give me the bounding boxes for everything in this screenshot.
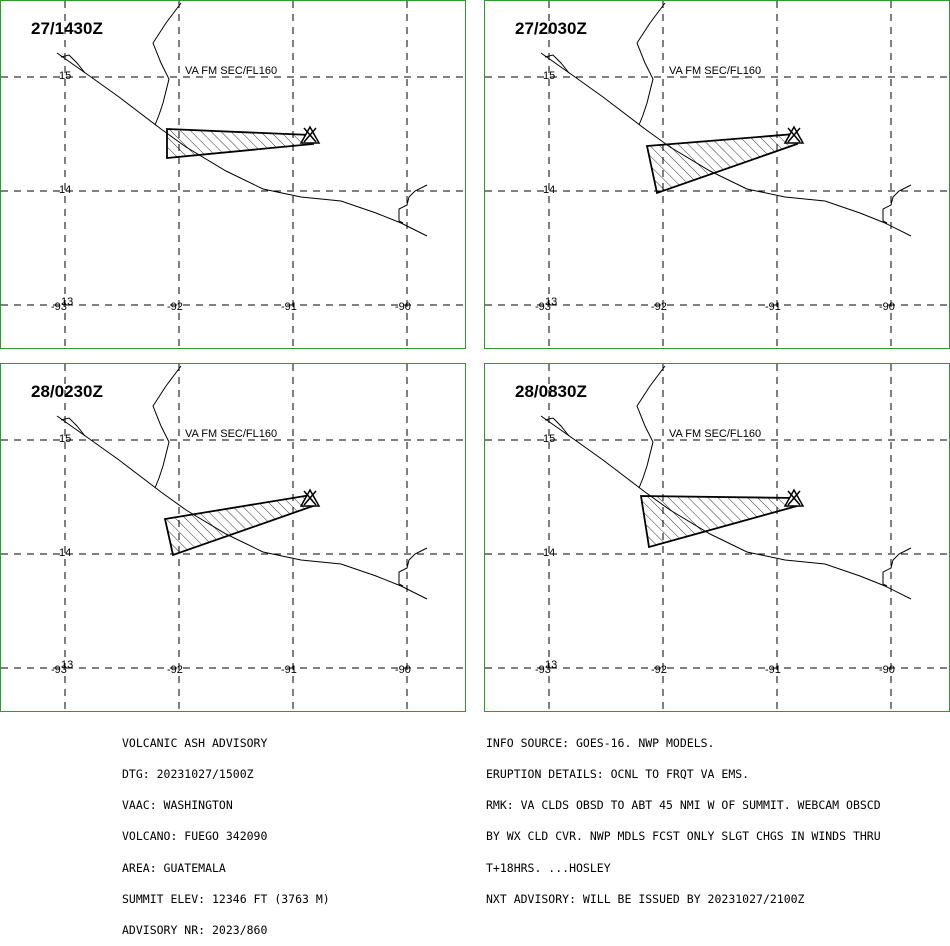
corner-label: 13 [61,296,74,308]
ash-cloud-polygon [645,133,799,195]
coastline [56,365,428,600]
product-label: VA FM SEC/FL160 [669,65,762,77]
forecast-time: 28/0830Z [515,382,587,401]
advisory-line: T+18HRS. ...HOSLEY [486,860,611,875]
forecast-time: 28/0230Z [31,382,103,401]
advisory-line: ERUPTION DETAILS: OCNL TO FRQT VA EMS. [486,767,750,782]
gridlines [1,1,465,348]
lon-label-91: -91 [765,301,781,313]
coastline [56,2,428,237]
volcano-marker [783,488,805,507]
lon-label-90: -90 [395,301,411,313]
lat-label-14: 14 [543,184,556,196]
advisory-line: DTG: 20231027/1500Z [122,767,254,782]
lon-label-90: -90 [879,301,895,313]
lon-label-93: -93 [51,301,67,313]
map-panel-1: 27/1430Z VA FM SEC/FL160 15 14 -93 13 -9… [0,0,466,349]
map-canvas [485,1,949,348]
map-panel-3: 28/0230Z VA FM SEC/FL160 15 14 -93 13 -9… [0,363,466,712]
advisory-line: INFO SOURCE: GOES-16. NWP MODELS. [486,735,715,750]
product-label: VA FM SEC/FL160 [185,428,278,440]
corner-label: 13 [61,659,74,671]
lon-label-92: -92 [167,664,183,676]
advisory-line: VOLCANO: FUEGO 342090 [122,829,268,844]
lon-label-90: -90 [395,664,411,676]
lat-label-15: 15 [59,433,72,445]
advisory-line: SUMMIT ELEV: 12346 FT (3763 M) [122,891,330,906]
lon-label-92: -92 [651,664,667,676]
map-canvas [1,1,465,348]
ash-cloud-polygon [166,128,315,159]
coastline [540,365,912,600]
product-label: VA FM SEC/FL160 [185,65,278,77]
lon-label-91: -91 [765,664,781,676]
lat-label-14: 14 [59,547,72,559]
forecast-time: 27/2030Z [515,19,587,38]
map-canvas [485,364,949,711]
lon-label-91: -91 [281,664,297,676]
product-label: VA FM SEC/FL160 [669,428,762,440]
ash-cloud-polygon [163,493,315,557]
lon-label-93: -93 [535,301,551,313]
lat-label-14: 14 [59,184,72,196]
lon-label-93: -93 [51,664,67,676]
lon-label-91: -91 [281,301,297,313]
advisory-header: VOLCANIC ASH ADVISORY DTG: 20231027/1500… [122,717,330,946]
advisory-line: VOLCANIC ASH ADVISORY [122,735,268,750]
lat-label-14: 14 [543,547,556,559]
corner-label: 13 [545,659,558,671]
lon-label-93: -93 [535,664,551,676]
advisory-line: AREA: GUATEMALA [122,860,226,875]
corner-label: 13 [545,296,558,308]
map-canvas [1,364,465,711]
lon-label-90: -90 [879,664,895,676]
advisory-line: VAAC: WASHINGTON [122,798,233,813]
lat-label-15: 15 [543,70,556,82]
coastline [540,2,912,237]
ash-cloud-polygon [639,495,799,549]
advisory-remarks: INFO SOURCE: GOES-16. NWP MODELS. ERUPTI… [486,717,881,915]
lon-label-92: -92 [167,301,183,313]
volcano-marker [783,125,805,144]
forecast-time: 27/1430Z [31,19,103,38]
advisory-line: ADVISORY NR: 2023/860 [122,923,268,938]
map-panel-2: 27/2030Z VA FM SEC/FL160 15 14 -93 13 -9… [484,0,950,349]
volcano-marker [299,488,321,507]
lat-label-15: 15 [59,70,72,82]
advisory-line: NXT ADVISORY: WILL BE ISSUED BY 20231027… [486,891,805,906]
map-panel-4: 28/0830Z VA FM SEC/FL160 15 14 -93 13 -9… [484,363,950,712]
lon-label-92: -92 [651,301,667,313]
advisory-line: BY WX CLD CVR. NWP MDLS FCST ONLY SLGT C… [486,829,881,844]
volcano-marker [299,125,321,144]
lat-label-15: 15 [543,433,556,445]
advisory-line: RMK: VA CLDS OBSD TO ABT 45 NMI W OF SUM… [486,798,881,813]
